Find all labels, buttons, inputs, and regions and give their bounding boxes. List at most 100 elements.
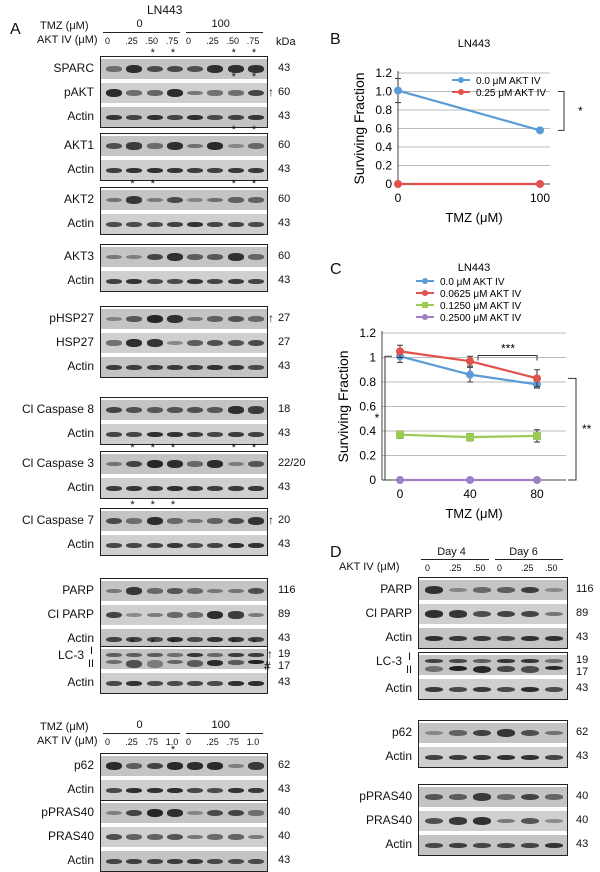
legend-swatch-marker [458, 77, 464, 83]
protein-band [424, 686, 444, 692]
blot-strip [101, 400, 267, 420]
western-blot [100, 578, 268, 650]
panel-letter-a: A [10, 21, 21, 38]
protein-band [496, 635, 516, 641]
legend-swatch-marker [422, 290, 428, 296]
protein-band [207, 485, 224, 491]
protein-band [448, 587, 468, 593]
protein-band [247, 762, 264, 770]
y-tick-label: 0.8 [359, 375, 376, 389]
kda-value: 19 [278, 648, 291, 660]
panel-letter-c: C [330, 261, 342, 278]
protein-band [166, 315, 183, 323]
blot-row-label: Cl Caspase 7 [21, 513, 94, 527]
blot-row-label: Actin [67, 675, 94, 689]
blot-separator [101, 267, 267, 271]
significance-star: * [170, 47, 176, 59]
protein-band [126, 653, 143, 657]
protein-band [166, 196, 183, 204]
kda-value: 43 [278, 62, 291, 74]
blot-strip [419, 747, 567, 767]
significance-star: * [150, 442, 155, 454]
chart-title: LN443 [458, 38, 490, 50]
protein-band [520, 659, 540, 663]
blot-row-label: pAKT [63, 85, 94, 99]
protein-band [187, 90, 203, 96]
protein-band [106, 114, 122, 120]
protein-band [187, 653, 203, 657]
y-tick-label: 1.2 [359, 326, 376, 340]
akt-dose-label: .50 [473, 563, 486, 573]
day-group-line [495, 559, 563, 560]
significance-star: * [231, 442, 236, 454]
protein-band [247, 167, 264, 173]
protein-band [544, 666, 564, 671]
protein-band [472, 686, 492, 692]
protein-band [126, 636, 143, 642]
protein-band [146, 834, 163, 840]
protein-band [126, 612, 143, 618]
protein-band [187, 461, 203, 467]
significance-star: * [251, 124, 257, 136]
protein-band [166, 431, 183, 437]
protein-band [520, 754, 540, 760]
protein-band [106, 431, 122, 437]
hash-marker: # [264, 659, 271, 673]
protein-band [247, 680, 264, 686]
protein-band [227, 834, 244, 840]
blot-row-label: Actin [67, 782, 94, 796]
protein-band [146, 858, 163, 864]
significance-star: * [150, 178, 155, 190]
western-blot [418, 652, 568, 700]
y-tick-label: 0 [369, 473, 376, 487]
protein-band [472, 587, 492, 593]
akt-dose-label: 1.0 [246, 737, 260, 747]
protein-band [146, 431, 163, 437]
protein-band [247, 89, 264, 97]
protein-band [106, 660, 122, 665]
protein-band [520, 842, 540, 848]
blot-row-label: Actin [67, 162, 94, 176]
blot-row-label: PARP [62, 583, 94, 597]
protein-band [448, 817, 468, 825]
protein-band [146, 460, 163, 468]
protein-band [106, 680, 122, 686]
protein-band [496, 587, 516, 593]
kda-value: 43 [576, 631, 589, 643]
blot-separator [419, 743, 567, 747]
protein-band [106, 858, 122, 864]
significance-bracket [384, 355, 392, 481]
kda-value: 43 [576, 838, 589, 850]
protein-band [247, 143, 264, 149]
blot-separator [101, 103, 267, 107]
protein-band [207, 407, 224, 413]
protein-band [126, 142, 143, 150]
protein-band [520, 686, 540, 692]
kda-value: 40 [278, 806, 291, 818]
protein-band [520, 666, 540, 673]
tmz-label: TMZ (μM) [40, 20, 89, 32]
protein-band [227, 485, 244, 491]
protein-band [207, 762, 224, 770]
protein-band [207, 197, 224, 203]
protein-band [227, 653, 244, 657]
blot-row-label: Actin [67, 273, 94, 287]
blot-row-label: PARP [380, 582, 412, 596]
protein-band [126, 787, 143, 793]
protein-band [146, 787, 163, 793]
western-blot [100, 133, 268, 181]
protein-band [187, 518, 203, 524]
protein-band [227, 65, 244, 73]
protein-band [146, 612, 163, 618]
y-tick-label: 0.4 [359, 424, 376, 438]
blot-row-label: Actin [385, 749, 412, 763]
protein-band [247, 810, 264, 816]
significance-star: * [251, 47, 257, 59]
protein-band [187, 65, 203, 73]
protein-band [106, 364, 122, 370]
tmz-group-line [186, 733, 263, 734]
protein-band [166, 142, 183, 150]
y-tick-label: 0.4 [375, 140, 392, 154]
protein-band [227, 858, 244, 864]
blot-row-label: Actin [385, 837, 412, 851]
